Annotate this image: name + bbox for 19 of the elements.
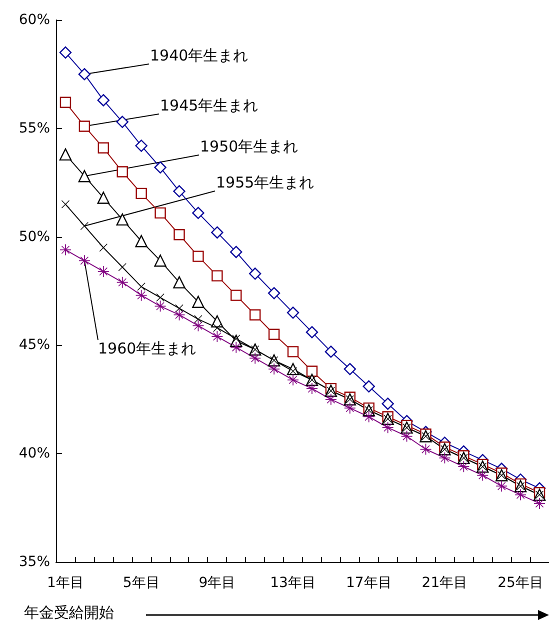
text: 1955年生まれ xyxy=(216,174,314,192)
y-tick-label: 35% xyxy=(18,554,50,570)
x-tick-label: 21年目 xyxy=(422,575,468,591)
y-tick-label: 40% xyxy=(18,446,50,462)
x-axis-title: 年金受給開始 xyxy=(24,604,114,622)
text: 1945年生まれ xyxy=(160,96,258,114)
text: 1940年生まれ xyxy=(150,46,248,64)
x-tick-label: 1年目 xyxy=(47,575,84,591)
x-tick-label: 13年目 xyxy=(270,575,316,591)
x-tick-label: 5年目 xyxy=(122,575,160,591)
x-tick-label: 17年目 xyxy=(346,575,392,591)
y-tick-label: 45% xyxy=(18,337,50,354)
y-tick-label: 55% xyxy=(18,120,50,136)
y-tick-label: 50% xyxy=(18,228,50,245)
y-tick-label: 60% xyxy=(18,12,50,28)
x-tick-label: 25年目 xyxy=(498,575,544,591)
text: 1950年生まれ xyxy=(200,138,298,156)
x-tick-label: 9年目 xyxy=(198,575,236,591)
series-label: 1960年生まれ xyxy=(98,340,196,358)
